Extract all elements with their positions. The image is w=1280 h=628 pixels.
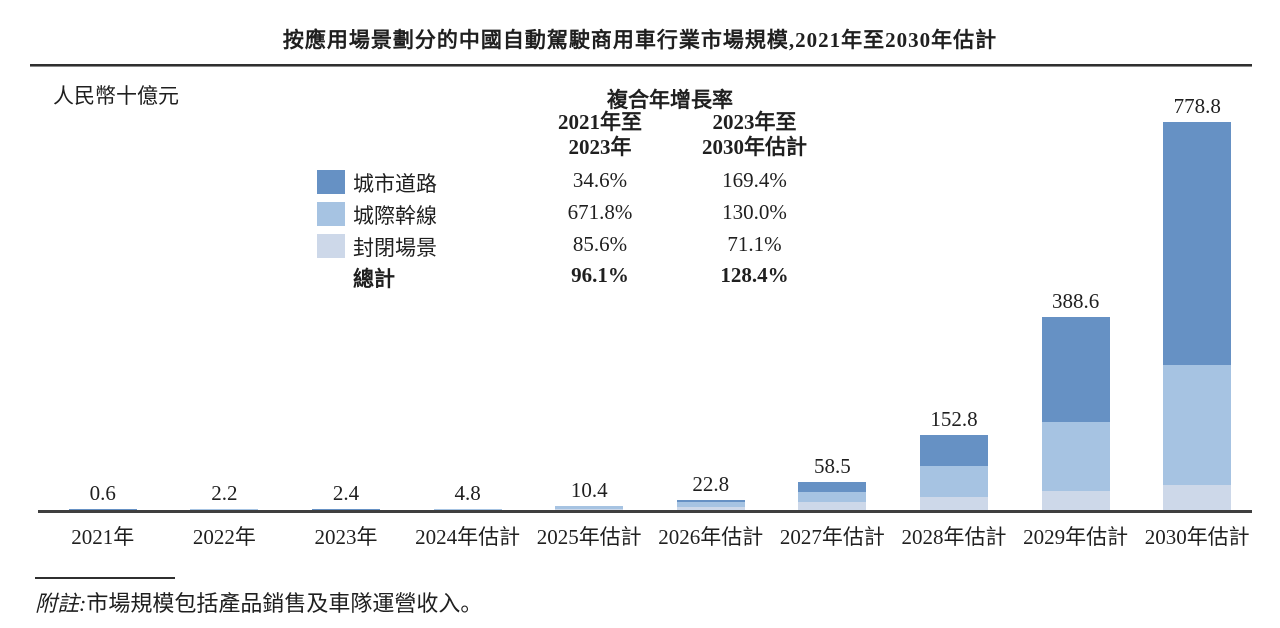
x-axis-label: 2026年估計 xyxy=(658,525,764,549)
cagr-col2-line1: 2023年至 xyxy=(712,110,797,134)
bar-segment-城際幹線 xyxy=(920,466,988,497)
bar-segment-城市道路 xyxy=(1163,121,1232,365)
cagr-value: 34.6% xyxy=(572,168,628,192)
legend-label: 城市道路 xyxy=(353,172,437,196)
bar-segment-封閉場景 xyxy=(555,508,624,511)
bar-value-label: 10.4 xyxy=(570,477,608,502)
bar-segment-城際幹線 xyxy=(433,508,502,510)
footnote-rule xyxy=(35,577,175,579)
bar-value-label: 22.8 xyxy=(692,471,730,496)
footnote-label: 附註: xyxy=(35,591,87,616)
bar-segment-城際幹線 xyxy=(1163,364,1232,486)
cagr-value-total: 96.1% xyxy=(571,263,629,287)
x-axis-label: 2023年 xyxy=(314,525,378,549)
x-axis-label: 2030年估計 xyxy=(1144,525,1250,549)
cagr-table-header: 複合年增長率 xyxy=(607,88,733,112)
bar-segment-城際幹線 xyxy=(1041,421,1110,491)
bar-value-label: 778.8 xyxy=(1173,93,1221,118)
bar xyxy=(676,499,745,511)
bar-value-label: 58.5 xyxy=(814,453,851,478)
bar-segment-城際幹線 xyxy=(555,506,624,509)
title-rule xyxy=(30,64,1252,67)
bar xyxy=(555,505,624,511)
cagr-value: 130.0% xyxy=(722,200,787,224)
footnote-body: 市場規模包括產品銷售及車隊運營收入。 xyxy=(86,591,483,616)
x-axis-label: 2025年估計 xyxy=(536,525,642,549)
x-axis-line xyxy=(38,510,1252,513)
cagr-value-total: 128.4% xyxy=(720,263,789,287)
intercity-trunk-swatch-icon xyxy=(317,202,345,226)
bar-segment-封閉場景 xyxy=(1163,485,1232,511)
legend-label-total: 總計 xyxy=(353,267,395,291)
city-road-swatch-icon xyxy=(317,170,345,194)
bar-value-label: 2.2 xyxy=(211,481,238,506)
bar-segment-封閉場景 xyxy=(1041,490,1110,511)
x-axis-label: 2027年估計 xyxy=(779,525,885,549)
bar xyxy=(1041,316,1110,511)
cagr-col1-line2: 2023年 xyxy=(568,135,632,159)
cagr-col2-line2: 2030年估計 xyxy=(702,135,807,159)
bar-segment-城市道路 xyxy=(1041,316,1110,422)
cagr-value: 671.8% xyxy=(567,200,633,224)
bar xyxy=(798,481,867,511)
cagr-column-header-2023-2030: 2023年至 2030年估計 xyxy=(672,110,837,160)
footnote: 附註:市場規模包括產品銷售及車隊運營收入。 xyxy=(35,586,482,618)
bar xyxy=(1163,121,1232,511)
legend-label: 城際幹線 xyxy=(353,204,437,228)
bar-segment-封閉場景 xyxy=(798,501,867,511)
bar-segment-封閉場景 xyxy=(920,496,988,511)
cagr-col1-line1: 2021年至 xyxy=(558,110,642,134)
bar-value-label: 388.6 xyxy=(1051,288,1100,313)
bar-value-label: 4.8 xyxy=(454,480,481,505)
bar-segment-城市道路 xyxy=(920,434,988,467)
bar-value-label: 0.6 xyxy=(89,481,116,506)
cagr-value: 85.6% xyxy=(572,232,628,256)
bar-segment-城際幹線 xyxy=(798,491,867,502)
cagr-value: 169.4% xyxy=(722,168,787,192)
chart-title: 按應用場景劃分的中國自動駕駛商用車行業市場規模,2021年至2030年估計 xyxy=(282,28,998,52)
bar-segment-城市道路 xyxy=(798,481,867,492)
cagr-value: 71.1% xyxy=(727,232,782,256)
legend-label: 封閉場景 xyxy=(353,236,437,260)
closed-scenario-swatch-icon xyxy=(317,234,345,258)
x-axis-label: 2024年估計 xyxy=(415,525,521,549)
bar-segment-城際幹線 xyxy=(676,501,745,507)
bar xyxy=(920,434,988,511)
x-axis-label: 2021年 xyxy=(71,525,135,549)
x-axis-label: 2022年 xyxy=(192,525,256,549)
x-axis-label: 2029年估計 xyxy=(1023,525,1129,549)
bar-segment-城市道路 xyxy=(555,505,624,507)
x-axis-label: 2028年估計 xyxy=(901,525,1007,549)
cagr-column-header-2021-2023: 2021年至 2023年 xyxy=(525,110,675,160)
bar-segment-城市道路 xyxy=(676,499,745,502)
bar-value-label: 152.8 xyxy=(930,406,978,431)
bar-value-label: 2.4 xyxy=(332,481,360,506)
bar-segment-封閉場景 xyxy=(676,506,745,511)
y-axis-unit-label: 人民幣十億元 xyxy=(53,84,179,108)
